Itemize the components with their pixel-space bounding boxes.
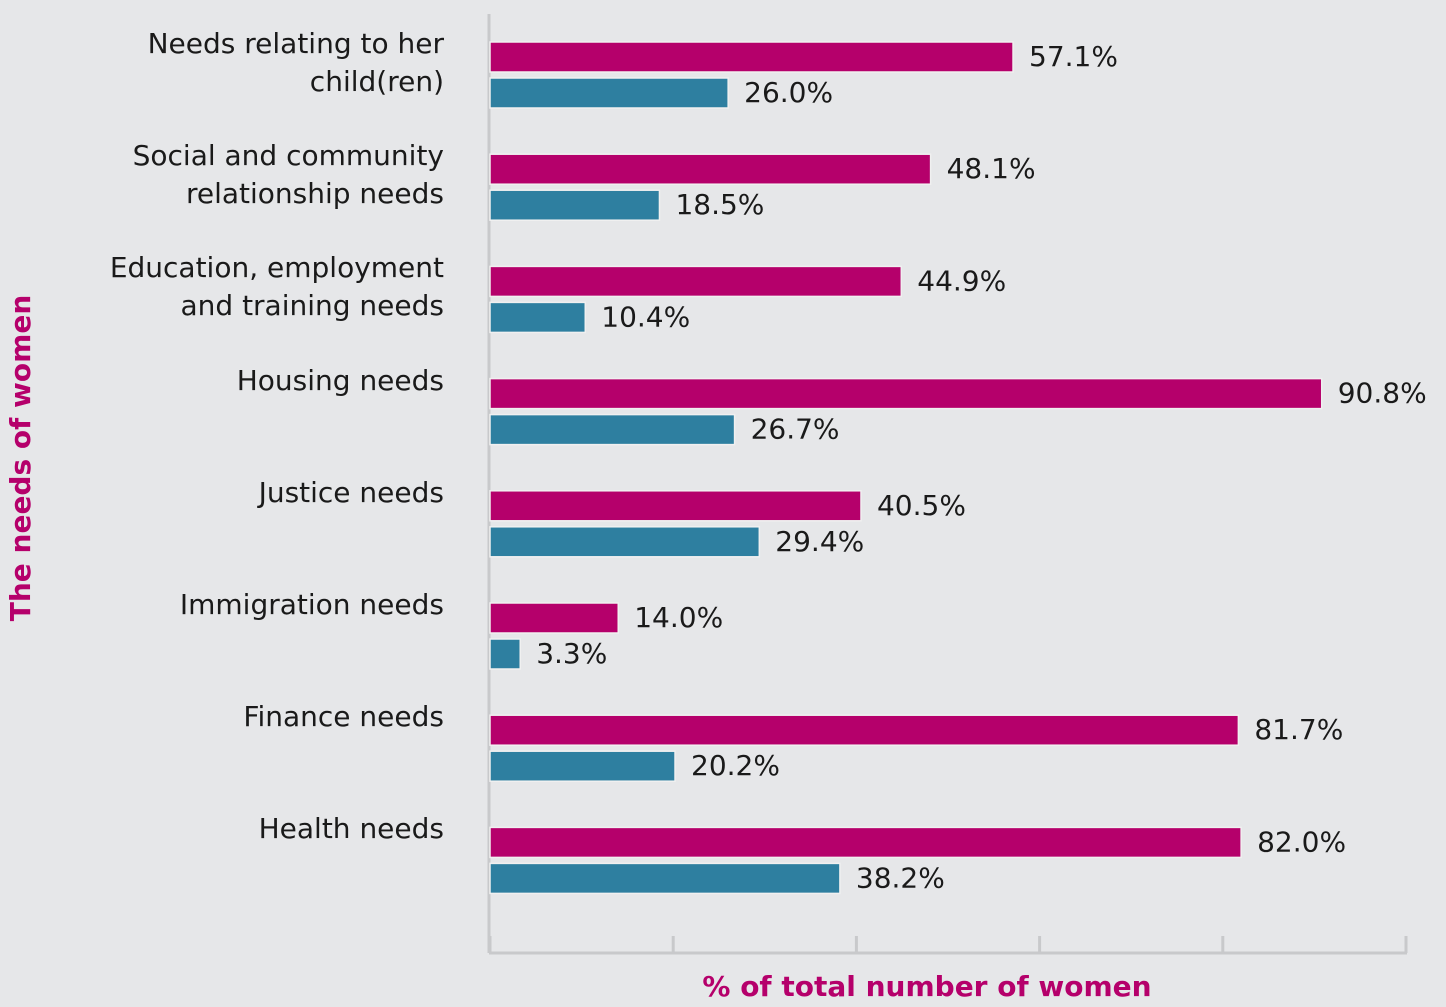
value-label: 90.8% — [1338, 377, 1427, 410]
bar — [489, 413, 736, 446]
value-label: 81.7% — [1254, 713, 1343, 746]
bar — [489, 301, 587, 334]
category-label: Needs relating to her child(ren) — [147, 27, 444, 98]
category-label: Immigration needs — [179, 588, 444, 621]
bar — [489, 638, 521, 670]
value-label: 14.0% — [634, 601, 723, 634]
value-label: 40.5% — [877, 489, 966, 522]
category-label: Social and community relationship needs — [132, 139, 444, 211]
value-label: 44.9% — [917, 264, 1006, 297]
category-label: Justice needs — [258, 475, 444, 509]
category-label: Education, employment and training needs — [109, 251, 444, 323]
category-label: Housing needs — [236, 363, 444, 397]
bar — [489, 490, 862, 522]
value-label: 82.0% — [1257, 825, 1346, 858]
y-axis-title: The needs of women — [4, 295, 37, 622]
category-label: Health needs — [258, 812, 444, 846]
category-label: Finance needs — [243, 700, 444, 734]
bar — [489, 153, 932, 185]
value-label: 20.2% — [691, 749, 780, 782]
value-label: 10.4% — [601, 300, 690, 333]
value-label: 3.3% — [536, 637, 607, 670]
bar — [489, 265, 903, 298]
bar — [489, 77, 729, 109]
bar — [489, 602, 619, 634]
value-label: 29.4% — [775, 525, 864, 558]
bar — [489, 750, 676, 782]
value-label: 57.1% — [1029, 40, 1118, 73]
bar — [489, 189, 661, 221]
bar — [489, 377, 1323, 410]
bar — [489, 714, 1240, 746]
bar — [489, 826, 1242, 859]
x-axis-title: % of total number of women — [702, 970, 1151, 1003]
bar — [489, 862, 841, 895]
value-label: 26.0% — [744, 76, 833, 109]
value-label: 18.5% — [675, 188, 764, 221]
bar — [489, 41, 1014, 73]
value-label: 48.1% — [947, 152, 1036, 185]
value-label: 38.2% — [856, 861, 945, 894]
bar — [489, 526, 761, 558]
value-label: 26.7% — [751, 413, 840, 446]
